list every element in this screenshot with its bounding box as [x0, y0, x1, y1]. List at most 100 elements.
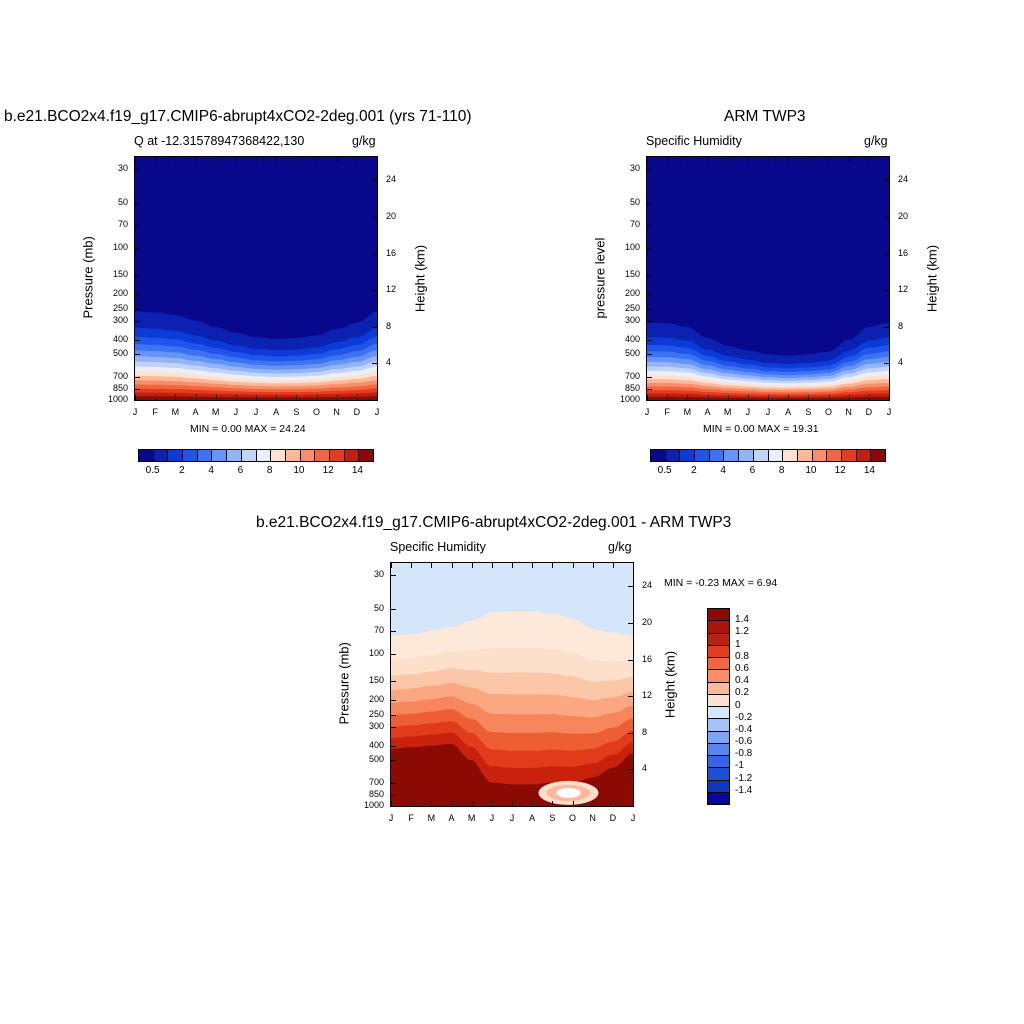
panel2-subtitle-left: Specific Humidity: [646, 134, 742, 148]
panel2-title: ARM TWP3: [724, 108, 806, 125]
panel1-y2tickmark-3: [372, 290, 377, 292]
panel2-xtickmark-11: [868, 395, 870, 400]
panel1-colorbar-box-3: [183, 450, 198, 461]
panel1-ytick-7: 300: [112, 314, 128, 325]
panel2-xtickmark-1: [667, 395, 669, 400]
panel3-xtick-2: M: [427, 813, 436, 823]
panel3-minmax: MIN = -0.23 MAX = 6.94: [664, 577, 778, 589]
panel1-xtickmark-0: [135, 395, 136, 400]
panel2-colorbar-box-7: [753, 450, 769, 461]
panel1-xtickmark-top-9: [316, 157, 318, 162]
panel2-xtickmark-top-5: [747, 157, 749, 162]
panel1-ytickmark-7: [135, 320, 140, 322]
panel1-y2tick-2: 16: [386, 247, 397, 258]
panel1-xtickmark-2: [175, 395, 177, 400]
panel3-y2tick-1: 20: [642, 617, 653, 628]
panel2-xtickmark-top-11: [868, 157, 870, 162]
panel2-xtick-4: M: [723, 407, 732, 417]
panel1-xtick-2: M: [171, 407, 180, 417]
panel1-xtickmark-top-2: [175, 157, 177, 162]
panel1-xtickmark-12: [377, 395, 378, 400]
panel3-ytick-5: 200: [368, 693, 384, 704]
panel3-colorbar-label-0: 1.4: [735, 614, 749, 626]
panel3-xtickmark-top-3: [451, 563, 453, 568]
panel1-xtickmark-top-11: [356, 157, 358, 162]
panel1-colorbar-box-11: [300, 450, 316, 461]
panel2-xtick-10: N: [845, 407, 852, 417]
panel1-y2tickmark-4: [372, 326, 377, 328]
panel3-ytickmark-8: [391, 745, 396, 747]
panel3-y2tick-3: 12: [642, 690, 653, 701]
panel3-ytickmark-7: [391, 726, 396, 728]
panel3-y2tick-4: 8: [642, 726, 648, 737]
panel1-colorbar-box-8: [256, 450, 272, 461]
panel3-xtickmark-5: [491, 801, 493, 806]
panel2-y2tick-0: 24: [898, 174, 909, 185]
panel3-xtickmark-8: [552, 801, 554, 806]
panel1-ytick-1: 50: [117, 196, 128, 207]
panel1-ytick-12: 1000: [107, 394, 128, 404]
panel1-ytick-8: 400: [112, 333, 128, 344]
panel3-units: g/kg: [608, 540, 632, 554]
panel2-colorbar-label-3: 6: [749, 465, 756, 476]
panel1-ytickmark-2: [135, 224, 140, 226]
panel3-colorbar-box-8: [708, 707, 729, 720]
panel2-xtickmark-6: [768, 395, 769, 400]
panel2-xtickmark-12: [889, 395, 890, 400]
panel3-ytick-9: 500: [368, 754, 384, 765]
panel3-colorbar-box-14: [708, 780, 729, 793]
panel2-ytick-1: 50: [629, 196, 640, 207]
panel1-y2tickmark-2: [372, 253, 377, 255]
panel2-xtick-6: J: [765, 407, 771, 417]
panel2-xtickmark-top-10: [848, 157, 850, 162]
panel3-xtick-3: A: [448, 813, 455, 823]
panel2-colorbar-label-1: 2: [691, 465, 697, 476]
panel2-colorbar-box-2: [680, 450, 696, 461]
panel1-xtick-9: O: [312, 407, 320, 417]
panel2-xtick-2: M: [683, 407, 692, 417]
panel1-colorbar-label-6: 12: [322, 465, 334, 476]
panel2-ytick-7: 300: [624, 314, 640, 325]
panel2-xtickmark-4: [727, 395, 729, 400]
panel1-colorbar-label-2: 4: [208, 465, 214, 476]
panel3-ytick-7: 300: [368, 720, 384, 731]
panel3-ytick-4: 150: [368, 675, 384, 686]
panel1-xtick-8: S: [293, 407, 300, 417]
panel2-xtickmark-9: [828, 395, 830, 400]
panel1-colorbar-label-4: 8: [266, 465, 273, 476]
panel2-y2tickmark-3: [884, 290, 889, 292]
panel3-colorbar-label-6: 0.2: [735, 687, 749, 699]
panel3-colorbar-label-8: -0.2: [735, 711, 753, 723]
panel2-ytick-10: 700: [624, 370, 640, 381]
panel3-xtickmark-0: [391, 801, 392, 806]
panel3-ytickmark-11: [391, 795, 396, 797]
panel1-xtick-3: A: [192, 407, 199, 417]
panel2-ytickmark-9: [647, 354, 652, 356]
panel3-min-blob-3: [556, 787, 581, 798]
panel1-xtick-4: M: [211, 407, 220, 417]
panel3-xtickmark-top-8: [552, 563, 554, 568]
panel2-contour-svg: [647, 157, 889, 400]
panel2-y2tick-2: 16: [898, 247, 909, 258]
panel3-y2tick-0: 24: [642, 580, 653, 591]
panel1-xtickmark-top-12: [377, 157, 378, 162]
panel3-y2tick-5: 4: [642, 763, 648, 774]
panel3-y2tickmark-4: [628, 732, 633, 734]
panel2-ytickmark-0: [647, 169, 652, 170]
panel1-xtick-12: J: [374, 407, 380, 417]
panel2-ytick-12: 1000: [619, 394, 640, 404]
panel3-ytick-12: 1000: [363, 800, 384, 810]
panel3-ytick-1: 50: [373, 602, 384, 613]
panel1-ytickmark-11: [135, 389, 140, 391]
panel3-ytickmark-0: [391, 575, 396, 576]
panel3-xtick-1: F: [408, 813, 414, 823]
panel2-xtickmark-0: [647, 395, 648, 400]
panel1-xtickmark-9: [316, 395, 318, 400]
panel2-xtickmark-top-7: [788, 157, 790, 162]
panel2-xtick-5: J: [745, 407, 751, 417]
panel2-xtick-3: A: [704, 407, 711, 417]
panel3-xtickmark-top-2: [431, 563, 433, 568]
panel1-ytick-5: 200: [112, 287, 128, 298]
panel2-y2tickmark-2: [884, 253, 889, 255]
panel1-ytickmark-3: [135, 248, 140, 250]
